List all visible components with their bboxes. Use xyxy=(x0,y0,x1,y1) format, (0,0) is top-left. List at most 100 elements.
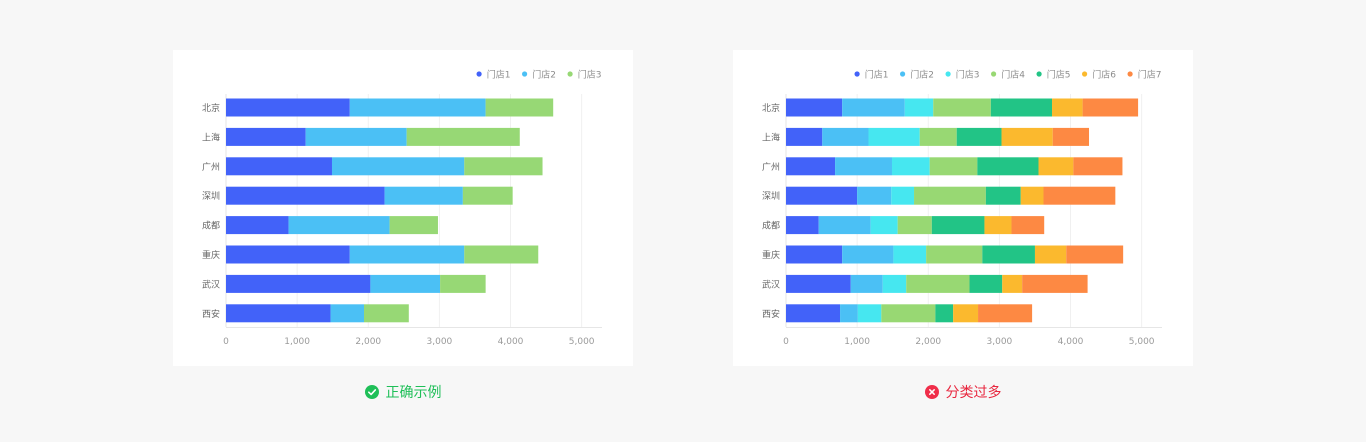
legend-marker xyxy=(945,71,951,77)
bar-segment xyxy=(363,304,409,323)
x-tick-label: 5,000 xyxy=(569,337,595,347)
bar-segment xyxy=(857,304,882,323)
bar-segment xyxy=(440,274,486,293)
x-tick-label: 2,000 xyxy=(355,337,381,347)
y-tick-label: 北京 xyxy=(762,102,780,114)
bar-segment xyxy=(891,157,930,176)
x-tick-label: 4,000 xyxy=(1058,337,1084,347)
bar-segment xyxy=(977,157,1039,176)
bar-segment xyxy=(786,98,843,117)
bar-segment xyxy=(226,274,371,293)
x-tick-label: 5,000 xyxy=(1129,337,1155,347)
x-tick-label: 0 xyxy=(783,337,789,347)
legend-marker xyxy=(991,71,997,77)
too-many-categories-panel: 0 1,000 2,000 3,000 4,000 5,000 北京 上海 广州 深圳 成都 重庆 武汉… xyxy=(733,50,1193,366)
bar-segment xyxy=(835,157,892,176)
y-tick-label: 上海 xyxy=(202,131,220,143)
bar-segment xyxy=(1052,98,1083,117)
bar-segment xyxy=(857,186,892,205)
bar-segment xyxy=(786,186,858,205)
bar-segment xyxy=(982,245,1035,264)
bar-segment xyxy=(1052,127,1090,146)
x-tick-label: 3,000 xyxy=(987,337,1013,347)
bar-segment xyxy=(226,127,306,146)
bar-segment xyxy=(1002,274,1023,293)
y-tick-label: 成都 xyxy=(202,220,220,232)
legend-marker xyxy=(1082,71,1088,77)
legend-label: 门店3 xyxy=(578,68,602,80)
bar-segment xyxy=(891,186,915,205)
y-tick-label: 重庆 xyxy=(762,249,780,261)
bar-segment xyxy=(226,98,350,117)
caption-correct-label: 正确示例 xyxy=(385,385,442,401)
bar-segment xyxy=(464,245,539,264)
bar-segment xyxy=(1082,98,1139,117)
y-tick-label: 武汉 xyxy=(202,278,220,290)
bar-segment xyxy=(288,216,390,235)
bar-segment xyxy=(1043,186,1116,205)
check-circle-icon xyxy=(364,385,379,399)
x-tick-label: 2,000 xyxy=(915,337,941,347)
bar-segment xyxy=(929,157,978,176)
y-tick-label: 西安 xyxy=(762,308,780,320)
y-tick-label: 广州 xyxy=(762,161,780,173)
bar-segment xyxy=(850,274,883,293)
bar-segment xyxy=(786,127,823,146)
bar-segment xyxy=(1022,274,1088,293)
bar-segment xyxy=(933,98,991,117)
bar-segment xyxy=(882,274,907,293)
bar-segment xyxy=(786,216,819,235)
bar-segment xyxy=(893,245,927,264)
stacked-bar-chart-correct: 0 1,000 2,000 3,000 4,000 5,000 北京上海广州深圳成都重庆武汉… xyxy=(202,68,602,347)
x-tick-label: 1,000 xyxy=(284,337,310,347)
legend-label: 门店2 xyxy=(910,68,934,80)
legend-marker xyxy=(854,71,860,77)
bar-segment xyxy=(969,274,1003,293)
legend-label: 门店4 xyxy=(1001,68,1025,80)
legend-label: 门店5 xyxy=(1047,68,1071,80)
caption-wrong-label: 分类过多 xyxy=(945,385,1002,401)
legend-label: 门店3 xyxy=(956,68,980,80)
bar-segment xyxy=(870,216,898,235)
bar-segment xyxy=(786,274,851,293)
bar-segment xyxy=(305,127,407,146)
bar-segment xyxy=(931,216,985,235)
legend-marker xyxy=(1036,71,1042,77)
y-tick-label: 深圳 xyxy=(202,191,220,202)
close-circle-icon xyxy=(924,385,939,399)
correct-example-caption: 正确示例 xyxy=(173,383,633,401)
x-tick-label: 3,000 xyxy=(427,337,453,347)
bar-segment xyxy=(1011,216,1045,235)
bar-segment xyxy=(370,274,441,293)
legend-label: 门店1 xyxy=(487,68,511,80)
bar-segment xyxy=(919,127,957,146)
legend-marker xyxy=(1127,71,1133,77)
bar-segment xyxy=(881,304,936,323)
y-tick-label: 成都 xyxy=(762,220,780,232)
y-tick-label: 西安 xyxy=(202,308,220,320)
bar-segment xyxy=(462,186,513,205)
bar-segment xyxy=(956,127,1002,146)
bar-segment xyxy=(1001,127,1053,146)
legend-label: 门店1 xyxy=(865,68,889,80)
y-tick-label: 北京 xyxy=(202,102,220,114)
bar-segment xyxy=(985,186,1021,205)
bar-segment xyxy=(226,186,385,205)
legend-marker xyxy=(900,71,906,77)
bar-segment xyxy=(786,304,841,323)
bar-segment xyxy=(1066,245,1124,264)
legend-marker xyxy=(522,71,528,77)
bar-segment xyxy=(990,98,1053,117)
bar-segment xyxy=(389,216,438,235)
bar-segment xyxy=(984,216,1012,235)
bar-segment xyxy=(406,127,520,146)
bar-segment xyxy=(914,186,986,205)
y-tick-label: 上海 xyxy=(762,131,780,143)
bar-segment xyxy=(1020,186,1044,205)
legend-marker xyxy=(567,71,573,77)
bar-segment xyxy=(226,216,289,235)
bar-segment xyxy=(226,157,332,176)
bar-segment xyxy=(822,127,869,146)
bar-segment xyxy=(868,127,920,146)
correct-example-panel: 0 1,000 2,000 3,000 4,000 5,000 北京 上海 广州 深圳 成都 重庆 武汉… xyxy=(173,50,633,366)
